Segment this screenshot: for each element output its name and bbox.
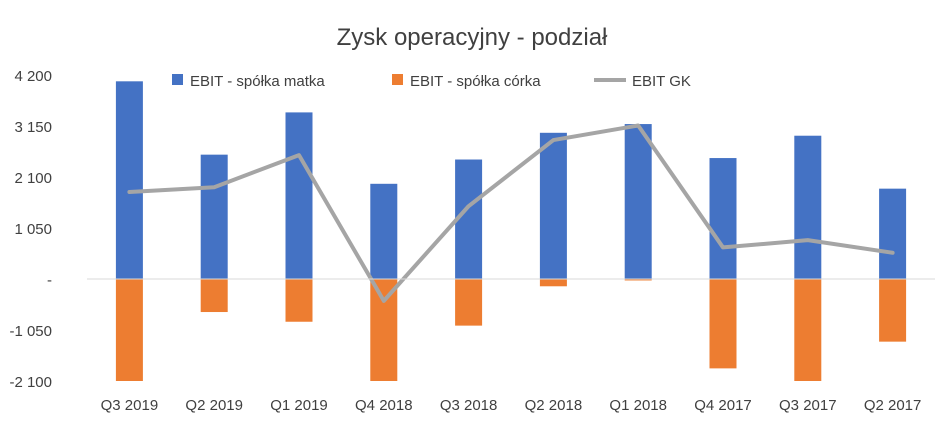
bar-series-2 <box>286 279 313 322</box>
bar-series-2 <box>116 279 143 381</box>
legend-swatch <box>392 74 403 85</box>
bar-series-1 <box>625 124 652 279</box>
x-tick-label: Q1 2018 <box>609 397 667 414</box>
legend-label: EBIT GK <box>632 73 691 90</box>
bar-series-1 <box>286 112 313 279</box>
bar-series-2 <box>879 279 906 342</box>
bar-series-1 <box>540 133 567 279</box>
y-tick-label: -2 100 <box>9 374 52 391</box>
bar-series-2 <box>455 279 482 326</box>
legend-label: EBIT - spółka córka <box>410 73 541 90</box>
y-tick-label: 2 100 <box>14 170 52 187</box>
x-tick-label: Q4 2018 <box>355 397 413 414</box>
bar-series-1 <box>710 158 737 279</box>
bar-series-1 <box>879 189 906 279</box>
x-tick-label: Q3 2018 <box>440 397 498 414</box>
legend-label: EBIT - spółka matka <box>190 73 325 90</box>
y-tick-label: - <box>47 272 52 289</box>
x-tick-label: Q1 2019 <box>270 397 328 414</box>
line-layer <box>129 125 892 301</box>
bar-series-2 <box>370 279 397 381</box>
x-tick-label: Q2 2018 <box>525 397 583 414</box>
legend-swatch <box>172 74 183 85</box>
bar-series-1 <box>370 184 397 279</box>
x-tick-label: Q2 2017 <box>864 397 922 414</box>
bars-layer <box>116 81 906 381</box>
bar-series-1 <box>201 155 228 279</box>
y-tick-label: 3 150 <box>14 119 52 136</box>
x-tick-label: Q3 2017 <box>779 397 837 414</box>
bar-series-2 <box>201 279 228 312</box>
bar-series-2 <box>540 279 567 286</box>
x-tick-label: Q3 2019 <box>101 397 159 414</box>
bar-series-2 <box>794 279 821 381</box>
y-tick-label: 1 050 <box>14 221 52 238</box>
bar-series-2 <box>710 279 737 368</box>
x-tick-label: Q4 2017 <box>694 397 752 414</box>
y-tick-label: 4 200 <box>14 68 52 85</box>
chart-title: Zysk operacyjny - podział <box>337 24 608 51</box>
bar-series-1 <box>794 136 821 279</box>
legend: EBIT - spółka matka EBIT - spółka córka EB… <box>172 73 691 90</box>
line-series <box>129 126 892 301</box>
x-tick-label: Q2 2019 <box>185 397 243 414</box>
bar-series-1 <box>116 81 143 279</box>
y-axis: 4 200 3 150 2 100 1 050 - -1 050 -2 100 <box>9 68 52 391</box>
y-tick-label: -1 050 <box>9 323 52 340</box>
